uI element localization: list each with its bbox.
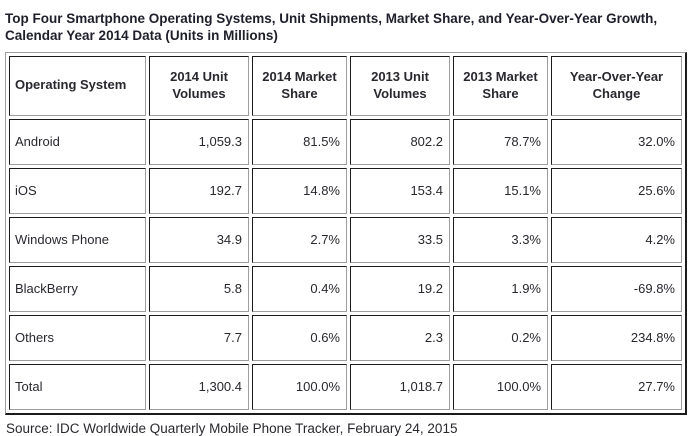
- total-2014-market-share: 100.0%: [252, 363, 347, 410]
- android-2013-unit-volumes: 802.2: [350, 118, 450, 165]
- others-2014-unit-volumes: 7.7: [149, 314, 249, 361]
- table-title: Top Four Smartphone Operating Systems, U…: [5, 10, 683, 45]
- blackberry-yoy-change: -69.8%: [551, 265, 682, 312]
- total-2013-unit-volumes: 1,018.7: [350, 363, 450, 410]
- total-2013-market-share: 100.0%: [453, 363, 548, 410]
- total-os-name: Total: [9, 363, 146, 410]
- table-row-blackberry: BlackBerry 5.8 0.4% 19.2 1.9% -69.8%: [9, 265, 682, 312]
- table-row-others: Others 7.7 0.6% 2.3 0.2% 234.8%: [9, 314, 682, 361]
- table-row-ios: iOS 192.7 14.8% 153.4 15.1% 25.6%: [9, 167, 682, 214]
- windows-phone-yoy-change: 4.2%: [551, 216, 682, 263]
- header-row: Operating System 2014 Unit Volumes 2014 …: [9, 55, 682, 116]
- windows-phone-2014-unit-volumes: 34.9: [149, 216, 249, 263]
- table-title-line-2: Calendar Year 2014 Data (Units in Millio…: [5, 28, 278, 44]
- table-row-total: Total 1,300.4 100.0% 1,018.7 100.0% 27.7…: [9, 363, 682, 410]
- others-yoy-change: 234.8%: [551, 314, 682, 361]
- table-row-android: Android 1,059.3 81.5% 802.2 78.7% 32.0%: [9, 118, 682, 165]
- header-2013-market-share: 2013 Market Share: [453, 55, 548, 116]
- header-2013-unit-volumes: 2013 Unit Volumes: [350, 55, 450, 116]
- header-year-over-year-change: Year-Over-Year Change: [551, 55, 682, 116]
- ios-os-name: iOS: [9, 167, 146, 214]
- windows-phone-os-name: Windows Phone: [9, 216, 146, 263]
- header-operating-system: Operating System: [9, 55, 146, 116]
- total-yoy-change: 27.7%: [551, 363, 682, 410]
- source-attribution: Source: IDC Worldwide Quarterly Mobile P…: [6, 420, 458, 436]
- table-title-line-1: Top Four Smartphone Operating Systems, U…: [5, 11, 658, 26]
- table-row-windows-phone: Windows Phone 34.9 2.7% 33.5 3.3% 4.2%: [9, 216, 682, 263]
- blackberry-2013-market-share: 1.9%: [453, 265, 548, 312]
- ios-2013-unit-volumes: 153.4: [350, 167, 450, 214]
- smartphone-os-table: Operating System 2014 Unit Volumes 2014 …: [5, 51, 687, 415]
- ios-yoy-change: 25.6%: [551, 167, 682, 214]
- others-2013-unit-volumes: 2.3: [350, 314, 450, 361]
- android-2014-market-share: 81.5%: [252, 118, 347, 165]
- blackberry-2014-market-share: 0.4%: [252, 265, 347, 312]
- android-2013-market-share: 78.7%: [453, 118, 548, 165]
- others-os-name: Others: [9, 314, 146, 361]
- others-2014-market-share: 0.6%: [252, 314, 347, 361]
- ios-2014-market-share: 14.8%: [252, 167, 347, 214]
- android-yoy-change: 32.0%: [551, 118, 682, 165]
- windows-phone-2013-market-share: 3.3%: [453, 216, 548, 263]
- ios-2014-unit-volumes: 192.7: [149, 167, 249, 214]
- page: Top Four Smartphone Operating Systems, U…: [5, 10, 687, 436]
- blackberry-os-name: BlackBerry: [9, 265, 146, 312]
- others-2013-market-share: 0.2%: [453, 314, 548, 361]
- windows-phone-2014-market-share: 2.7%: [252, 216, 347, 263]
- ios-2013-market-share: 15.1%: [453, 167, 548, 214]
- blackberry-2013-unit-volumes: 19.2: [350, 265, 450, 312]
- total-2014-unit-volumes: 1,300.4: [149, 363, 249, 410]
- blackberry-2014-unit-volumes: 5.8: [149, 265, 249, 312]
- header-2014-unit-volumes: 2014 Unit Volumes: [149, 55, 249, 116]
- android-2014-unit-volumes: 1,059.3: [149, 118, 249, 165]
- windows-phone-2013-unit-volumes: 33.5: [350, 216, 450, 263]
- header-2014-market-share: 2014 Market Share: [252, 55, 347, 116]
- android-os-name: Android: [9, 118, 146, 165]
